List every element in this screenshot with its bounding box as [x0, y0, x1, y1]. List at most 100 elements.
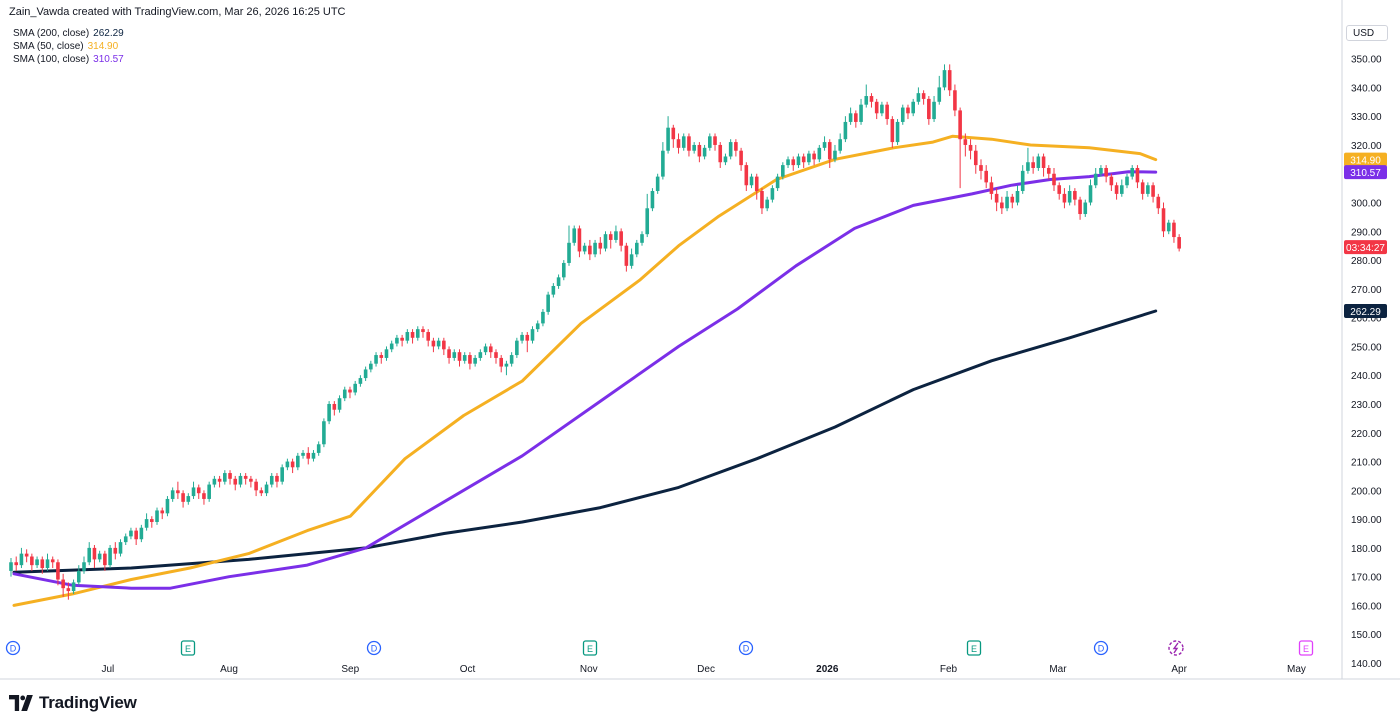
candle [389, 340, 394, 353]
candle [306, 447, 311, 465]
price-tick-label: 190.00 [1351, 515, 1382, 526]
price-tick-label: 150.00 [1351, 630, 1382, 641]
time-axis[interactable]: Jul Aug Sep Oct Nov Dec 2026 Feb Mar Apr May [101, 664, 1305, 675]
legend-sma-100[interactable]: SMA (100, close) 310.57 [13, 53, 124, 66]
candle-body [906, 107, 910, 114]
candle-body [186, 496, 191, 502]
time-tick-label: Aug [220, 664, 238, 675]
price-tick-label: 330.00 [1351, 112, 1382, 123]
time-tick-label: Feb [940, 664, 958, 675]
dividend-event-marker[interactable]: D [5, 640, 21, 656]
candle-body [520, 334, 524, 341]
candle-body [1109, 176, 1114, 186]
candle [1166, 219, 1171, 235]
sma-100-price-tag: 310.57 [1344, 165, 1387, 180]
candle-body [468, 355, 472, 364]
candle-body [301, 452, 305, 456]
candle-body [1015, 191, 1020, 203]
candle-body [249, 478, 253, 482]
candle [275, 473, 279, 488]
candle-body [374, 355, 378, 364]
candle [551, 283, 556, 298]
candle-body [994, 193, 999, 203]
sma-50-price-tag-bg [1344, 152, 1387, 167]
candle [426, 329, 430, 347]
sma-line [12, 134, 1158, 607]
sma-100-price-tag-text: 310.57 [1350, 168, 1381, 179]
candle-body [14, 562, 19, 566]
candle [791, 156, 796, 171]
candle-body [989, 182, 994, 194]
candles [9, 64, 1181, 600]
candle-body [212, 478, 217, 485]
time-tick-label: May [1287, 664, 1306, 675]
candle-body [666, 127, 670, 151]
candle [906, 104, 910, 120]
candle-body [155, 510, 159, 522]
sma-100-price-tag-bg [1344, 165, 1387, 180]
candle [139, 524, 144, 543]
earnings-icon-letter: E [587, 644, 593, 654]
candle [170, 487, 175, 502]
candle [311, 450, 316, 462]
candle-body [1146, 185, 1150, 194]
candle-body [56, 562, 60, 580]
candle [217, 475, 222, 488]
attribution: Zain_Vawda created with TradingView.com,… [9, 6, 346, 18]
candle [702, 144, 707, 160]
candle [436, 337, 441, 350]
candle [723, 153, 728, 166]
event-event-marker[interactable] [1168, 640, 1184, 656]
candle-body [1057, 185, 1062, 194]
candle-body [447, 349, 451, 358]
candle [452, 349, 457, 361]
candle-body [92, 547, 97, 560]
candle [442, 337, 446, 356]
candle [546, 291, 550, 315]
candle-body [144, 519, 149, 528]
candle-body [30, 556, 34, 566]
candle [671, 124, 676, 148]
candle-body [421, 329, 425, 333]
earnings-event-marker[interactable]: E [966, 640, 982, 656]
candle [1088, 179, 1093, 206]
candle-body [254, 481, 258, 491]
candle [332, 401, 337, 416]
candle-body [864, 96, 869, 105]
dividend-event-marker[interactable]: D [1093, 640, 1109, 656]
candle-body [61, 579, 65, 589]
candle-body [645, 208, 650, 235]
candle-body [650, 191, 655, 209]
candle-body [285, 461, 290, 468]
candle [223, 470, 227, 485]
candle [687, 133, 691, 157]
currency-selector[interactable]: USD [1346, 25, 1388, 41]
candle-body [306, 452, 311, 459]
candle-body [1026, 162, 1030, 171]
time-tick-label: Oct [460, 664, 476, 675]
candle-body [593, 242, 597, 255]
legend-sma-200[interactable]: SMA (200, close) 262.29 [13, 27, 124, 40]
legend-sma-50[interactable]: SMA (50, close) 314.90 [13, 40, 124, 53]
candle [103, 550, 107, 571]
candle-body [379, 355, 384, 358]
earnings-event-marker[interactable]: E [180, 640, 196, 656]
dividend-event-marker[interactable]: D [366, 640, 382, 656]
candle-body [233, 478, 238, 485]
candle [129, 527, 133, 540]
earnings-event-marker[interactable]: E [582, 640, 598, 656]
price-axis[interactable]: 140.00 150.00 160.00 170.00 180.00 190.00 200.… [1351, 55, 1382, 670]
candle-body [801, 156, 806, 163]
candle [1010, 193, 1015, 209]
candle-body [1130, 167, 1135, 177]
candle [207, 481, 211, 502]
earnings-future-event-marker[interactable]: E [1298, 640, 1314, 656]
candle-body [692, 144, 696, 151]
dividend-event-marker[interactable]: D [738, 640, 754, 656]
candle [14, 556, 19, 571]
candle-body [551, 285, 556, 295]
countdown-price-tag: 03:34:27 [1344, 240, 1387, 255]
candle [713, 133, 717, 151]
